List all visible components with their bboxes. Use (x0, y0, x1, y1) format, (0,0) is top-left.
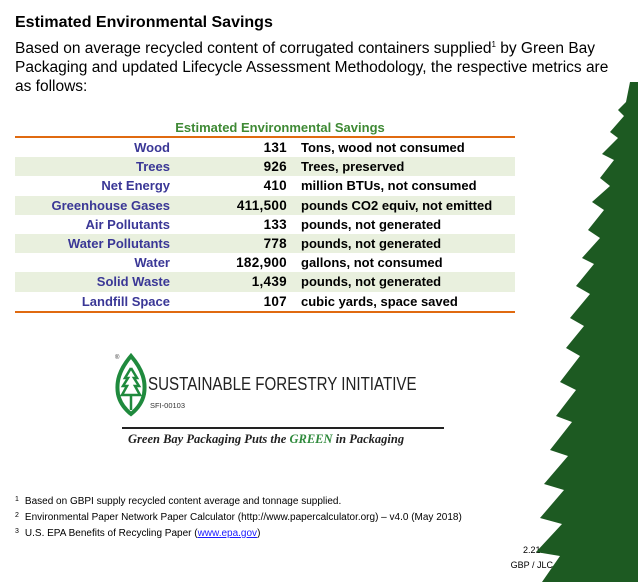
metric-label: Solid Waste (96, 274, 170, 290)
metric-description: million BTUs, not consumed (301, 178, 477, 194)
table-row: Wood 131 Tons, wood not consumed (15, 138, 515, 157)
footnote-2: 2 Environmental Paper Network Paper Calcu… (15, 512, 462, 523)
metric-description: pounds, not generated (301, 274, 442, 290)
table-row: Greenhouse Gases 411,500 pounds CO2 equiv,… (15, 195, 515, 215)
metric-value: 411,500 (236, 197, 287, 213)
fn-num: 1 (15, 496, 19, 503)
metric-label: Water (134, 255, 170, 271)
intro-part: Based on average recycled content of cor… (15, 40, 492, 58)
footnote-ref: 1 (491, 40, 496, 49)
metric-value: 133 (263, 216, 287, 232)
tagline-green: GREEN (289, 432, 333, 446)
metric-label: Greenhouse Gases (51, 197, 171, 213)
initials: GBP / JLC (510, 560, 553, 570)
metric-label: Water Pollutants (67, 236, 170, 252)
tagline: Green Bay Packaging Puts the GREEN in Pa… (128, 432, 404, 447)
metric-label: Net Energy (101, 178, 170, 194)
table-bottom-rule (15, 310, 515, 313)
metric-label: Wood (134, 140, 170, 156)
fn-text: Environmental Paper Network Paper Calcul… (24, 512, 462, 523)
metric-description: pounds, not generated (301, 236, 442, 252)
fn-text-part: ) (257, 528, 261, 539)
metric-description: pounds, not generated (301, 216, 442, 232)
table-title: Estimated Environmental Savings (15, 120, 515, 138)
intro-text: Based on average recycled content of cor… (15, 35, 615, 96)
tagline-part: Green Bay Packaging Puts the (128, 432, 290, 446)
sfi-tree-leaf-icon: ® (115, 352, 147, 417)
metric-label: Air Pollutants (85, 216, 170, 232)
metric-value: 926 (263, 159, 287, 175)
savings-table: Estimated Environmental Savings Wood 131 T… (15, 120, 515, 313)
metric-value: 107 (263, 293, 287, 309)
pine-tree-graphic (536, 82, 638, 582)
metric-description: cubic yards, space saved (301, 293, 458, 309)
table-row: Water 182,900 gallons, not consumed (15, 253, 515, 272)
intro-part: by Green Bay Packaging and updated Lifec… (15, 40, 609, 96)
metric-value: 182,900 (236, 255, 287, 271)
table-row: Water Pollutants 778 pounds, not generated (15, 233, 515, 254)
metric-description: Tons, wood not consumed (301, 140, 465, 156)
epa-link[interactable]: www.epa.gov (197, 528, 258, 539)
table-row: Net Energy 410 million BTUs, not consumed (15, 176, 515, 195)
metric-value: 410 (263, 178, 287, 194)
fn-text-part: U.S. EPA Benefits of Recycling Paper ( (24, 528, 198, 539)
metric-value: 1,439 (251, 274, 287, 290)
metric-description: pounds CO2 equiv, not emitted (301, 197, 493, 213)
fn-num: 3 (15, 528, 19, 535)
footnote-1: 1 Based on GBPI supply recycled content a… (15, 496, 341, 507)
sfi-code: SFI-00103 (150, 401, 186, 410)
metric-label: Trees (136, 159, 170, 175)
table-row: Solid Waste 1,439 pounds, not generated (15, 272, 515, 292)
fn-text: Based on GBPI supply recycled content av… (24, 496, 342, 507)
metric-label: Landfill Space (81, 293, 170, 309)
table-row: Trees 926 Trees, preserved (15, 157, 515, 177)
sfi-logo: ® SUSTAINABLE FORESTRY INITIATIVE SFI-00… (112, 352, 444, 447)
table-row: Landfill Space 107 cubic yards, space save… (15, 292, 515, 311)
svg-text:®: ® (115, 354, 120, 361)
sfi-name: SUSTAINABLE FORESTRY INITIATIVE (148, 374, 417, 394)
tagline-part: in Packaging (332, 432, 405, 446)
metric-description: gallons, not consumed (301, 255, 443, 271)
fn-num: 2 (15, 512, 19, 519)
metric-value: 778 (263, 236, 287, 252)
divider (122, 427, 444, 429)
heading: Estimated Environmental Savings (15, 14, 273, 31)
metric-value: 131 (263, 140, 287, 156)
footnote-3: 3 U.S. EPA Benefits of Recycling Paper (w… (15, 528, 260, 539)
metric-description: Trees, preserved (301, 159, 405, 175)
fn-text: U.S. EPA Benefits of Recycling Paper (ww… (25, 528, 261, 539)
table-row: Air Pollutants 133 pounds, not generated (15, 215, 515, 234)
